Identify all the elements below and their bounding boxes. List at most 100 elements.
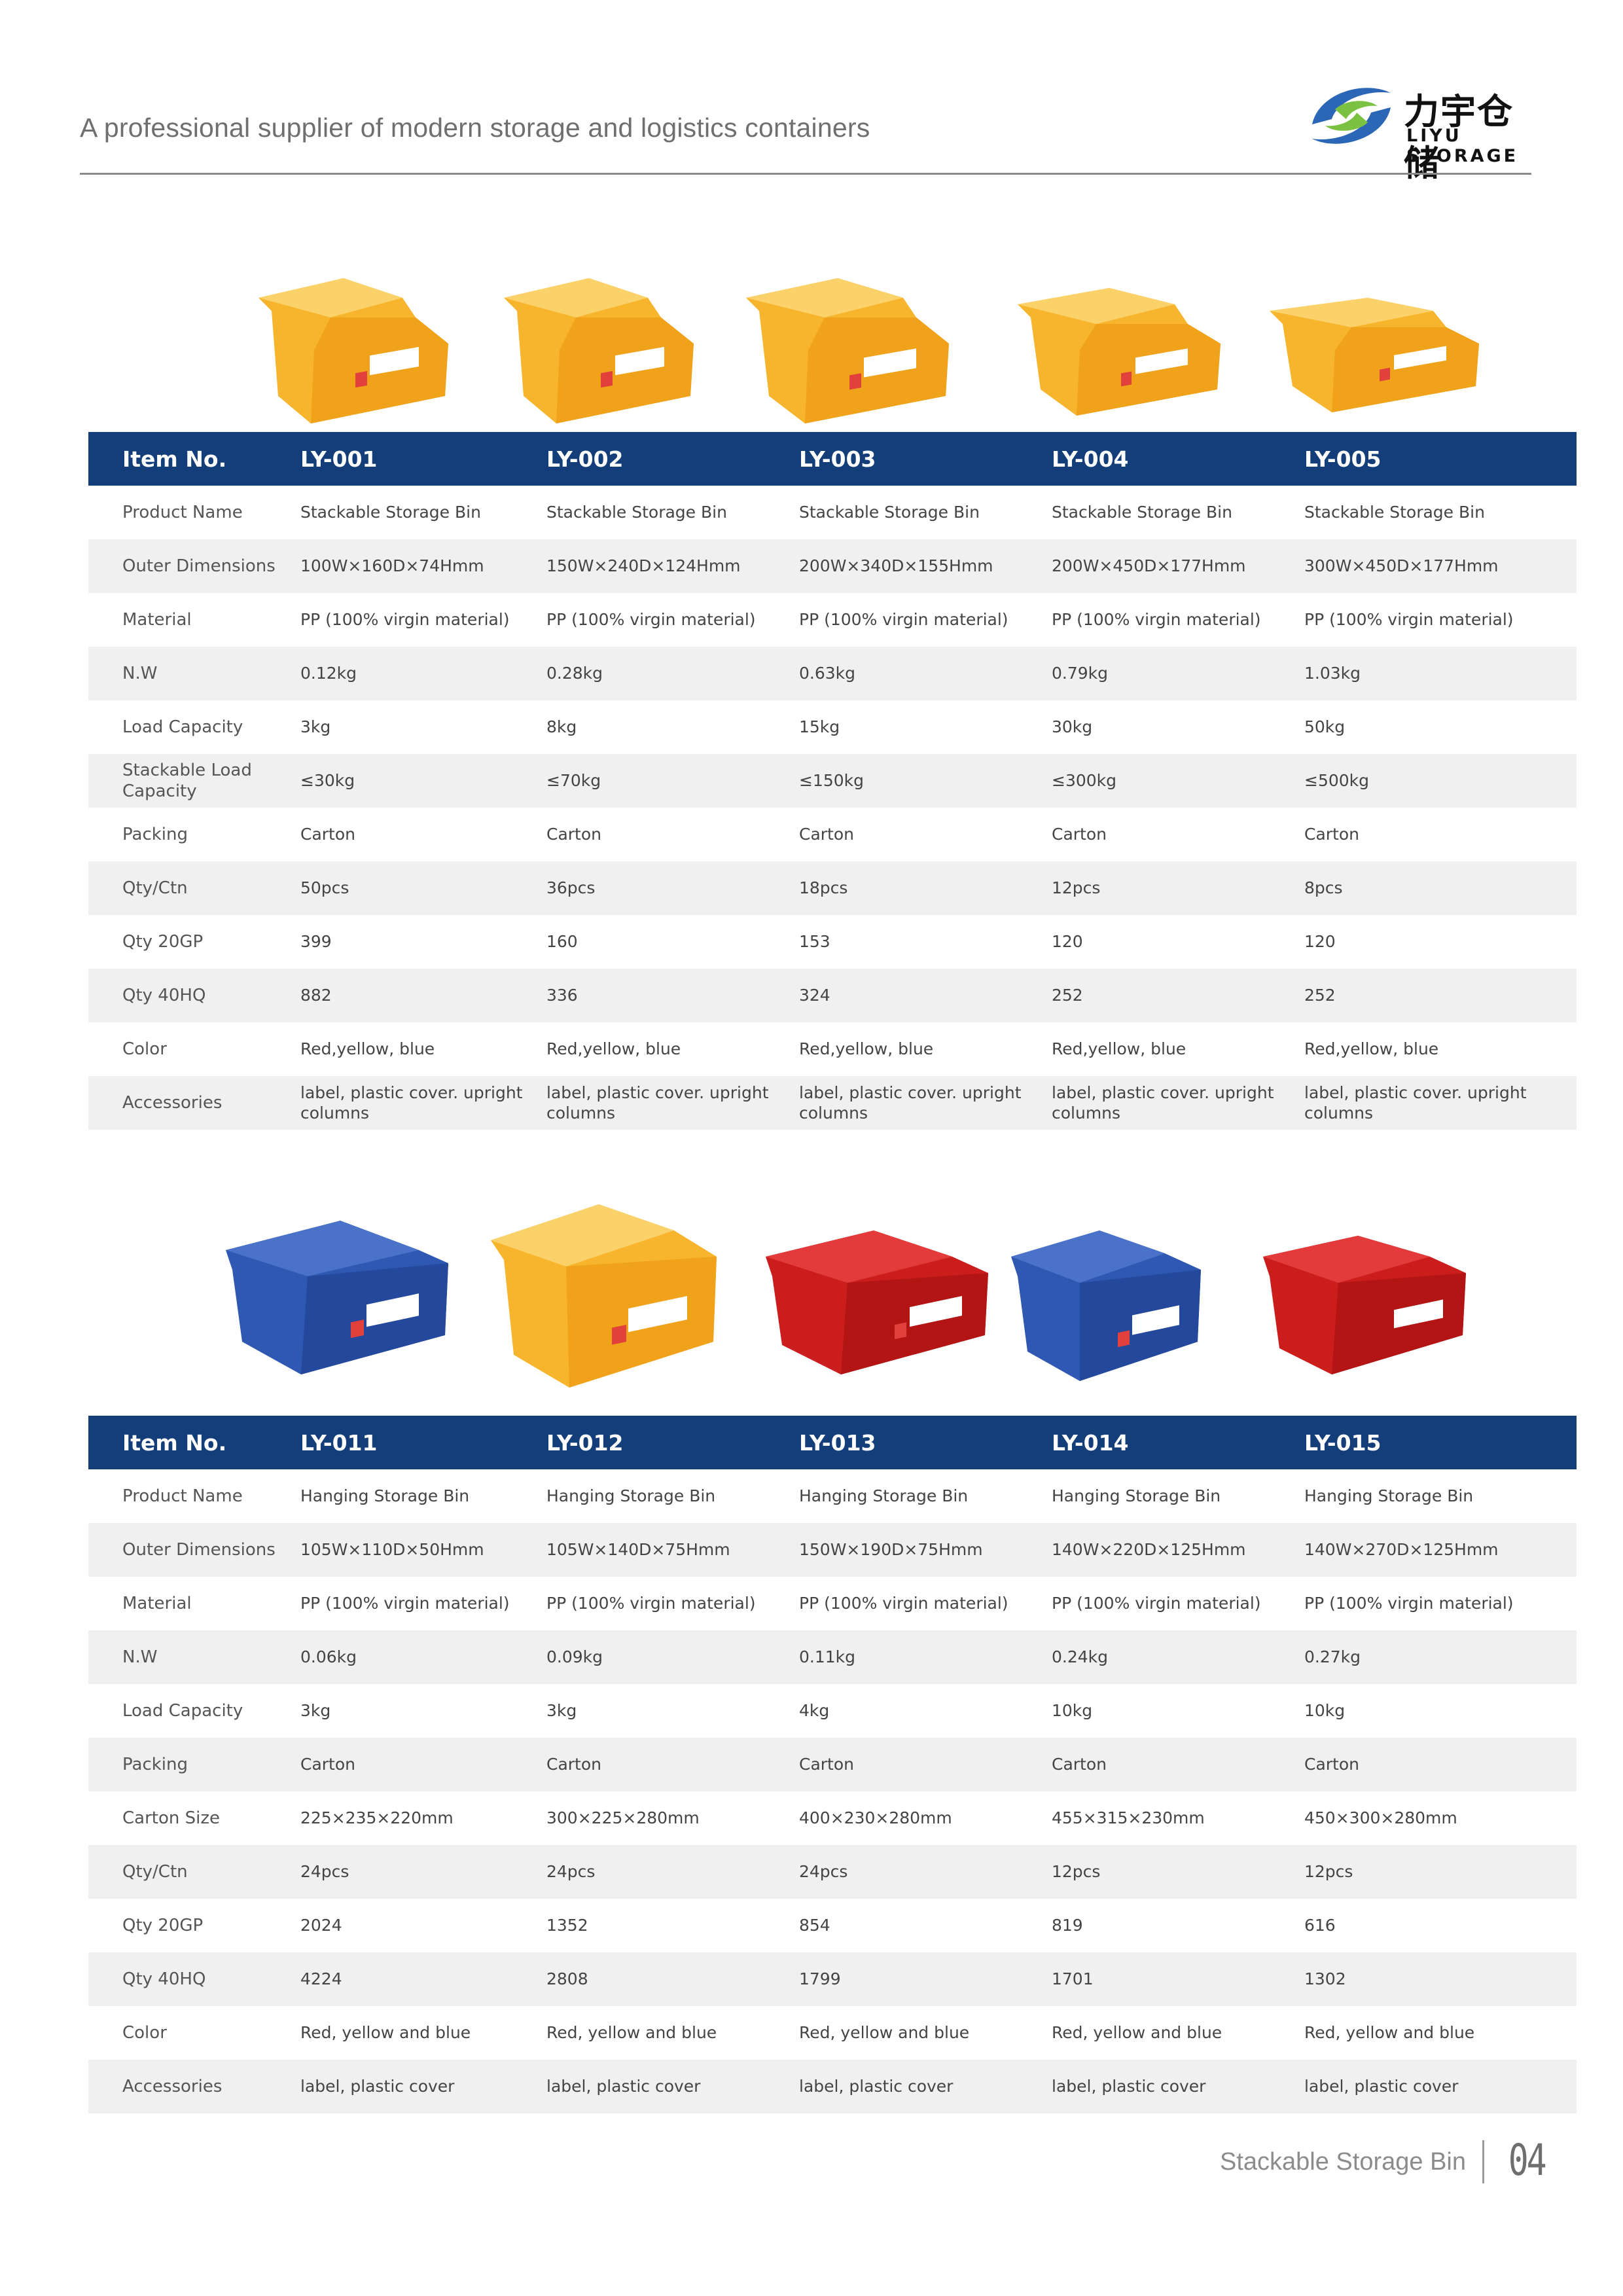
page-footer: Stackable Storage Bin 04 [1178, 2135, 1546, 2191]
bin-yellow-image [1018, 288, 1221, 416]
table-row: Qty/Ctn 50pcs 36pcs 18pcs 12pcs 8pcs [88, 861, 1577, 915]
row-label: N.W [88, 647, 300, 700]
spec-cell: ≤150kg [799, 754, 1052, 808]
bin-blue-image [1011, 1230, 1201, 1381]
spec-cell: 140W×270D×125Hmm [1304, 1523, 1577, 1577]
row-label: Material [122, 1593, 192, 1613]
bin-red-image [1263, 1236, 1466, 1374]
spec-cell: 36pcs [546, 861, 799, 915]
spec-cell: 1352 [546, 1916, 588, 1935]
spec-cell: 3kg [300, 717, 331, 737]
spec-cell: label, plastic cover [546, 2060, 799, 2113]
spec-cell: 0.28kg [546, 647, 799, 700]
table-row: Product Name Hanging Storage Bin Hanging S… [88, 1469, 1577, 1523]
row-label: Packing [122, 824, 188, 844]
spec-cell: label, plastic cover. upright columns [1052, 1076, 1304, 1130]
spec-cell: 336 [546, 969, 799, 1022]
spec-cell: 1302 [1304, 1952, 1577, 2006]
hanging-bin-spec-table: Item No. LY-011 LY-012 LY-013 LY-014 LY-… [88, 1416, 1577, 2113]
spec-cell: 1.03kg [1304, 647, 1577, 700]
spec-cell: 30kg [1052, 717, 1093, 737]
table-row: Qty/Ctn 24pcs 24pcs 24pcs 12pcs 12pcs [88, 1845, 1577, 1899]
spec-cell: 8kg [546, 717, 577, 737]
liyu-logo-icon [1312, 88, 1391, 144]
spec-cell: 12pcs [1052, 1845, 1304, 1899]
spec-cell: Carton [1304, 1738, 1577, 1791]
spec-cell: 4kg [799, 1701, 830, 1721]
spec-cell: 0.63kg [799, 647, 1052, 700]
footer-divider [1482, 2140, 1484, 2183]
spec-cell: 50pcs [300, 861, 546, 915]
spec-cell: ≤300kg [1052, 754, 1304, 808]
spec-cell: 15kg [799, 717, 840, 737]
spec-cell: Stackable Storage Bin [300, 503, 481, 522]
spec-cell: 616 [1304, 1916, 1336, 1935]
spec-cell: 3kg [300, 1701, 331, 1721]
spec-cell: Red, yellow and blue [1052, 2023, 1222, 2043]
spec-cell: PP (100% virgin material) [799, 610, 1008, 630]
table-row: Packing Carton Carton Carton Carton Carton [88, 1738, 1577, 1791]
spec-cell: 2024 [300, 1916, 342, 1935]
spec-cell: 300W×450D×177Hmm [1304, 539, 1577, 593]
spec-cell: 10kg [1304, 1701, 1346, 1721]
row-label: Product Name [122, 502, 243, 522]
row-label: Accessories [88, 1076, 300, 1130]
item-id: LY-004 [1052, 432, 1304, 486]
stackable-bin-spec-table: Item No. LY-001 LY-002 LY-003 LY-004 LY-… [88, 432, 1577, 1130]
spec-cell: 153 [799, 932, 830, 952]
bin-yellow-image [491, 1204, 717, 1388]
spec-cell: 100W×160D×74Hmm [300, 539, 546, 593]
spec-cell: PP (100% virgin material) [546, 1594, 756, 1613]
row-label: Outer Dimensions [88, 539, 300, 593]
spec-cell: 455×315×230mm [1052, 1808, 1205, 1828]
table-row: Qty 20GP 2024 1352 854 819 616 [88, 1899, 1577, 1952]
table-row: Qty 20GP 399 160 153 120 120 [88, 915, 1577, 969]
row-label: Qty 40HQ [88, 969, 300, 1022]
spec-cell: 4224 [300, 1952, 546, 2006]
spec-cell: 12pcs [1304, 1845, 1577, 1899]
spec-cell: PP (100% virgin material) [799, 1594, 1008, 1613]
row-label: Product Name [122, 1486, 243, 1506]
spec-cell: 324 [799, 969, 1052, 1022]
spec-cell: Stackable Storage Bin [1304, 503, 1485, 522]
table-row: Accessories label, plastic cover label, pl… [88, 2060, 1577, 2113]
row-label: Qty 20GP [122, 931, 204, 952]
spec-cell: label, plastic cover. upright columns [546, 1076, 799, 1130]
spec-cell: 160 [546, 932, 578, 952]
header-divider [80, 173, 1531, 175]
spec-cell: PP (100% virgin material) [1304, 1594, 1514, 1613]
page-number: 04 [1508, 2135, 1546, 2185]
table-row: Accessories label, plastic cover. upright… [88, 1076, 1577, 1130]
row-label: Color [122, 2022, 167, 2043]
row-label: N.W [88, 1630, 300, 1684]
spec-cell: 200W×450D×177Hmm [1052, 539, 1304, 593]
spec-cell: ≤70kg [546, 754, 799, 808]
spec-cell: 0.09kg [546, 1630, 799, 1684]
spec-cell: Carton [799, 825, 854, 844]
spec-cell: 0.24kg [1052, 1630, 1304, 1684]
logo-english-name: LIYU STORAGE [1406, 126, 1519, 166]
item-id: LY-005 [1304, 432, 1577, 486]
spec-cell: 3kg [546, 1701, 577, 1721]
spec-cell: Carton [1052, 825, 1107, 844]
table-row: Stackable Load Capacity ≤30kg ≤70kg ≤150kg ≤… [88, 754, 1577, 808]
spec-cell: 0.11kg [799, 1630, 1052, 1684]
item-id: LY-012 [546, 1416, 799, 1469]
table-row: Load Capacity 3kg 8kg 15kg 30kg 50kg [88, 700, 1577, 754]
item-id: LY-013 [799, 1416, 1052, 1469]
spec-cell: ≤30kg [300, 754, 546, 808]
item-id: LY-011 [300, 1416, 546, 1469]
spec-cell: 50kg [1304, 717, 1346, 737]
spec-cell: label, plastic cover. upright columns [300, 1076, 546, 1130]
item-no-header: Item No. [88, 432, 300, 486]
spec-cell: Carton [546, 825, 601, 844]
spec-cell: 854 [799, 1916, 830, 1935]
spec-cell: Hanging Storage Bin [300, 1486, 470, 1506]
table-row: Material PP (100% virgin material) PP (100… [88, 593, 1577, 647]
spec-cell: Red, yellow and blue [300, 2023, 471, 2043]
spec-cell: 150W×190D×75Hmm [799, 1523, 1052, 1577]
spec-cell: label, plastic cover. upright columns [799, 1076, 1052, 1130]
company-logo: 力宇仓储 LIYU STORAGE [1306, 73, 1541, 184]
spec-cell: 252 [1304, 969, 1577, 1022]
spec-cell: 12pcs [1052, 861, 1304, 915]
